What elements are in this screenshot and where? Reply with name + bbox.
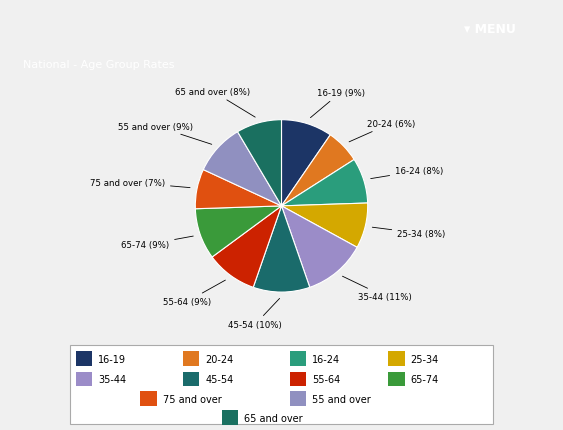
Text: 25-34 (8%): 25-34 (8%) [372,227,445,238]
Wedge shape [282,206,357,288]
FancyBboxPatch shape [76,351,92,366]
FancyBboxPatch shape [388,372,405,387]
Text: 75 and over (7%): 75 and over (7%) [90,178,190,188]
Wedge shape [195,206,282,258]
Text: 65 and over (8%): 65 and over (8%) [175,87,255,118]
FancyBboxPatch shape [290,391,306,406]
FancyBboxPatch shape [70,346,493,424]
Text: 16-24 (8%): 16-24 (8%) [370,167,444,179]
Wedge shape [203,132,282,206]
Text: 35-44: 35-44 [99,374,127,384]
Wedge shape [238,120,282,206]
Text: 16-24: 16-24 [312,354,341,364]
Wedge shape [195,170,282,209]
Text: 65 and over: 65 and over [244,412,302,423]
FancyBboxPatch shape [183,351,199,366]
FancyBboxPatch shape [222,410,238,425]
Text: 45-54 (10%): 45-54 (10%) [228,299,282,329]
Text: 55 and over (9%): 55 and over (9%) [118,122,212,145]
Wedge shape [212,206,282,288]
Text: 20-24: 20-24 [205,354,234,364]
Text: 55-64 (9%): 55-64 (9%) [163,280,225,307]
Text: 16-19: 16-19 [99,354,126,364]
Wedge shape [282,160,368,206]
Text: 55-64: 55-64 [312,374,341,384]
FancyBboxPatch shape [388,351,405,366]
Text: 16-19 (9%): 16-19 (9%) [310,89,365,118]
FancyBboxPatch shape [290,372,306,387]
Text: 25-34: 25-34 [411,354,439,364]
Text: 65-74: 65-74 [411,374,439,384]
Text: 55 and over: 55 and over [312,394,371,404]
Text: ▾ MENU: ▾ MENU [464,22,516,36]
FancyBboxPatch shape [183,372,199,387]
Text: National - Age Group Rates: National - Age Group Rates [23,60,174,70]
Wedge shape [282,120,330,206]
Text: 75 and over: 75 and over [163,394,221,404]
Wedge shape [282,203,368,248]
Text: 65-74 (9%): 65-74 (9%) [121,237,193,250]
FancyBboxPatch shape [76,372,92,387]
FancyBboxPatch shape [140,391,157,406]
Text: 35-44 (11%): 35-44 (11%) [342,276,412,301]
Text: 45-54: 45-54 [205,374,234,384]
FancyBboxPatch shape [290,351,306,366]
Wedge shape [282,135,354,206]
Wedge shape [253,206,310,292]
Text: 20-24 (6%): 20-24 (6%) [349,120,415,142]
